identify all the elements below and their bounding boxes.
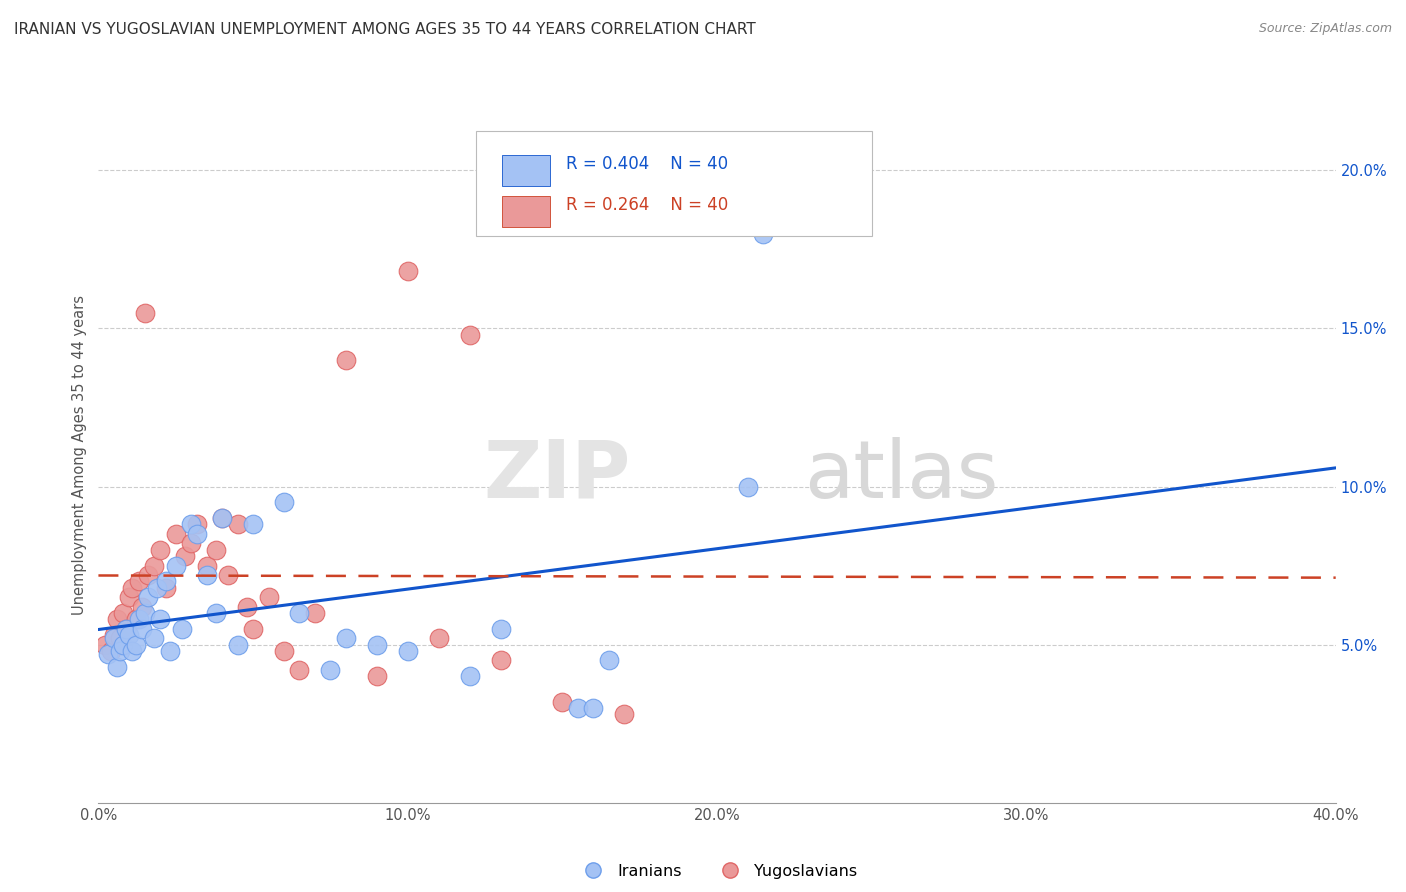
Point bbox=[366, 669, 388, 683]
Text: R = 0.264    N = 40: R = 0.264 N = 40 bbox=[567, 196, 728, 214]
FancyBboxPatch shape bbox=[502, 195, 550, 227]
Point bbox=[143, 632, 166, 646]
FancyBboxPatch shape bbox=[502, 155, 550, 186]
Point bbox=[121, 581, 143, 595]
Point bbox=[257, 591, 280, 605]
Point bbox=[128, 574, 150, 589]
Point bbox=[112, 606, 135, 620]
FancyBboxPatch shape bbox=[475, 131, 872, 235]
Point bbox=[242, 517, 264, 532]
Point bbox=[737, 479, 759, 493]
Text: Source: ZipAtlas.com: Source: ZipAtlas.com bbox=[1258, 22, 1392, 36]
Point bbox=[226, 517, 249, 532]
Point bbox=[304, 606, 326, 620]
Point bbox=[108, 632, 131, 646]
Point bbox=[217, 568, 239, 582]
Point bbox=[165, 527, 187, 541]
Point bbox=[136, 568, 159, 582]
Text: IRANIAN VS YUGOSLAVIAN UNEMPLOYMENT AMONG AGES 35 TO 44 YEARS CORRELATION CHART: IRANIAN VS YUGOSLAVIAN UNEMPLOYMENT AMON… bbox=[14, 22, 756, 37]
Point bbox=[335, 632, 357, 646]
Point bbox=[118, 628, 141, 642]
Legend: Iranians, Yugoslavians: Iranians, Yugoslavians bbox=[571, 857, 863, 885]
Point bbox=[427, 632, 450, 646]
Point bbox=[582, 701, 605, 715]
Point bbox=[180, 517, 202, 532]
Point bbox=[149, 612, 172, 626]
Point bbox=[226, 638, 249, 652]
Text: atlas: atlas bbox=[804, 437, 998, 515]
Point bbox=[103, 632, 125, 646]
Point bbox=[489, 653, 512, 667]
Point bbox=[105, 612, 128, 626]
Point bbox=[121, 644, 143, 658]
Point bbox=[146, 581, 169, 595]
Point bbox=[489, 622, 512, 636]
Point bbox=[112, 638, 135, 652]
Point bbox=[174, 549, 197, 563]
Text: ZIP: ZIP bbox=[484, 437, 630, 515]
Point bbox=[155, 574, 177, 589]
Point bbox=[118, 591, 141, 605]
Point bbox=[97, 647, 120, 661]
Point bbox=[134, 606, 156, 620]
Point bbox=[273, 644, 295, 658]
Point bbox=[273, 495, 295, 509]
Point bbox=[319, 663, 342, 677]
Point bbox=[567, 701, 589, 715]
Point bbox=[124, 638, 146, 652]
Point bbox=[236, 599, 259, 614]
Point bbox=[124, 612, 146, 626]
Point bbox=[131, 599, 153, 614]
Point bbox=[93, 638, 115, 652]
Point bbox=[149, 542, 172, 557]
Point bbox=[396, 644, 419, 658]
Point bbox=[366, 638, 388, 652]
Point bbox=[205, 542, 228, 557]
Point bbox=[242, 622, 264, 636]
Point bbox=[396, 264, 419, 278]
Point bbox=[186, 527, 208, 541]
Point bbox=[752, 227, 775, 241]
Point bbox=[165, 558, 187, 573]
Point bbox=[288, 606, 311, 620]
Point bbox=[100, 644, 122, 658]
Point bbox=[136, 591, 159, 605]
Point bbox=[551, 695, 574, 709]
Point bbox=[195, 558, 218, 573]
Point bbox=[613, 707, 636, 722]
Point bbox=[105, 660, 128, 674]
Point bbox=[186, 517, 208, 532]
Point bbox=[335, 353, 357, 368]
Point bbox=[131, 622, 153, 636]
Point bbox=[288, 663, 311, 677]
Point bbox=[159, 644, 181, 658]
Point bbox=[598, 653, 620, 667]
Point bbox=[108, 644, 131, 658]
Point bbox=[458, 327, 481, 342]
Point bbox=[115, 622, 138, 636]
Point bbox=[134, 305, 156, 319]
Point bbox=[170, 622, 193, 636]
Point bbox=[115, 622, 138, 636]
Point bbox=[155, 581, 177, 595]
Point bbox=[143, 558, 166, 573]
Point bbox=[458, 669, 481, 683]
Point bbox=[128, 612, 150, 626]
Point bbox=[180, 536, 202, 550]
Point bbox=[211, 511, 233, 525]
Point bbox=[103, 628, 125, 642]
Y-axis label: Unemployment Among Ages 35 to 44 years: Unemployment Among Ages 35 to 44 years bbox=[72, 295, 87, 615]
Point bbox=[205, 606, 228, 620]
Text: R = 0.404    N = 40: R = 0.404 N = 40 bbox=[567, 155, 728, 173]
Point bbox=[195, 568, 218, 582]
Point bbox=[211, 511, 233, 525]
